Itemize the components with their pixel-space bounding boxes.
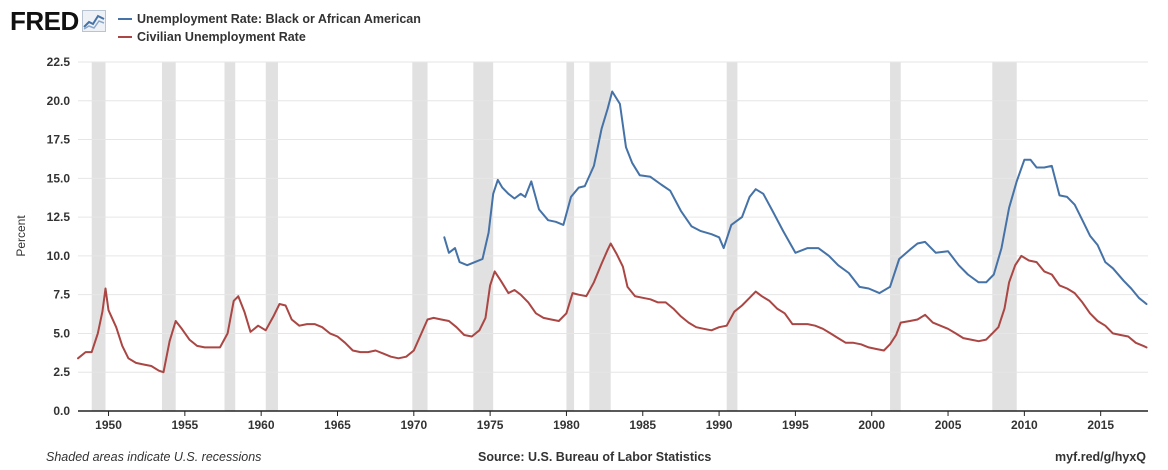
recession-band [91,62,106,411]
y-tick-label: 10.0 [47,249,71,263]
x-tick-label: 1990 [706,418,733,432]
recession-band [224,62,236,411]
x-tick-label: 2005 [935,418,962,432]
recession-bands [91,62,1017,411]
chart-legend: Unemployment Rate: Black or African Amer… [118,10,421,46]
x-tick-label: 1970 [400,418,427,432]
fred-graph-icon [81,10,106,32]
recession-note: Shaded areas indicate U.S. recessions [46,450,262,464]
recession-band [890,62,901,411]
y-tick-label: 2.5 [53,365,70,379]
y-axis-label: Percent [14,215,28,257]
axes: 0.0 2.5 5.0 7.5 10.0 12.5 15.0 17.5 20.0 22.5 1950… [47,55,1148,432]
series-line-civilian-unemployment[interactable] [77,242,1148,374]
legend-swatch-red [118,36,132,38]
legend-swatch-blue [118,18,132,20]
x-tick-label: 1955 [171,418,198,432]
x-tick-label: 1985 [629,418,656,432]
logo-text: FRED [10,6,79,36]
recession-band [412,62,428,411]
source-note: Source: U.S. Bureau of Labor Statistics [478,450,712,464]
series-lines [77,90,1148,374]
fred-logo[interactable]: FRED [10,6,106,36]
chart-footer: Shaded areas indicate U.S. recessions So… [0,450,1168,470]
legend-item-black-unemployment[interactable]: Unemployment Rate: Black or African Amer… [118,10,421,28]
x-tick-label: 2010 [1011,418,1038,432]
x-tick-label: 1960 [248,418,275,432]
recession-band [161,62,176,411]
x-tick-label: 1950 [95,418,122,432]
legend-item-civilian-unemployment[interactable]: Civilian Unemployment Rate [118,28,421,46]
recession-band [726,62,738,411]
recession-band [589,62,611,411]
y-tick-label: 0.0 [53,404,70,418]
recession-band [265,62,278,411]
recession-band [566,62,575,411]
y-tick-label: 15.0 [47,171,71,185]
y-tick-label: 5.0 [53,326,70,340]
short-link[interactable]: myf.red/g/hyxQ [1055,450,1146,464]
y-tick-label: 20.0 [47,94,71,108]
series-line-black-unemployment[interactable] [443,90,1148,305]
legend-label: Civilian Unemployment Rate [137,30,306,44]
recession-band [473,62,494,411]
y-tick-label: 7.5 [53,288,70,302]
x-tick-label: 1975 [477,418,504,432]
y-tick-label: 22.5 [47,55,71,69]
legend-label: Unemployment Rate: Black or African Amer… [137,12,421,26]
x-tick-label: 2000 [858,418,885,432]
chart-header: FRED Unemployment Rate: Black or African… [0,0,1168,50]
x-tick-label: 1995 [782,418,809,432]
y-tick-label: 17.5 [47,133,71,147]
x-tick-label: 1965 [324,418,351,432]
x-tick-label: 2015 [1087,418,1114,432]
y-tick-label: 12.5 [47,210,71,224]
x-tick-label: 1980 [553,418,580,432]
y-gridlines [78,61,1148,412]
